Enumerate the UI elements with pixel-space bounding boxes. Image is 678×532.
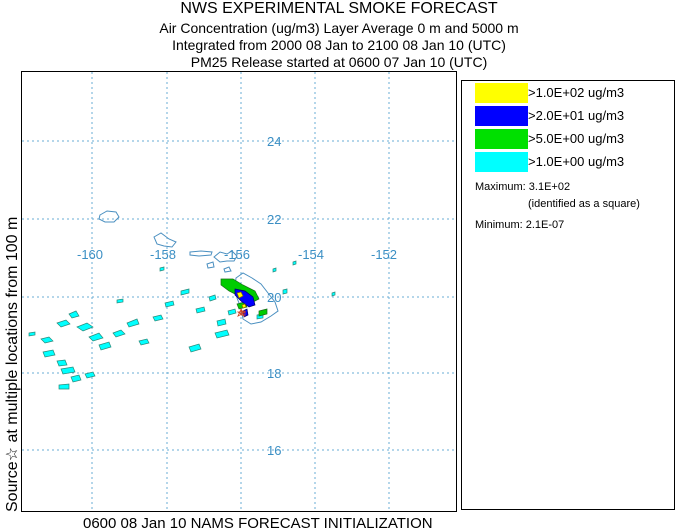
forecast-initialization-footer: 0600 08 Jan 10 NAMS FORECAST INITIALIZAT… (83, 515, 433, 532)
legend-swatch (475, 129, 528, 149)
graticule (22, 72, 456, 511)
lat-label: 18 (267, 366, 281, 381)
maui-outline (213, 250, 238, 263)
legend-swatch (475, 152, 528, 172)
smoke-forecast-map: -160 -158 -156 -154 -152 24 22 20 18 16 (21, 71, 457, 512)
source-label-container: Source☆ at multiple locations from 100 m (0, 72, 21, 512)
lon-label: -158 (150, 247, 176, 262)
source-label: Source☆ at multiple locations from 100 m (4, 216, 21, 512)
plume-level-4 (236, 291, 247, 309)
lat-label: 22 (267, 212, 281, 227)
legend-label: >1.0E+00 ug/m3 (528, 154, 625, 169)
lon-label: -156 (224, 247, 250, 262)
kauai-outline (98, 210, 120, 223)
concentration-subtitle: Air Concentration (ug/m3) Layer Average … (159, 20, 519, 36)
legend-swatch (475, 106, 528, 126)
coastlines (98, 210, 279, 325)
maximum-note: (identified as a square) (528, 198, 640, 210)
oahu-outline (153, 232, 177, 248)
release-subtitle: PM25 Release started at 0600 07 Jan 10 (… (190, 54, 488, 70)
legend-panel: >1.0E+02 ug/m3 >2.0E+01 ug/m3 >5.0E+00 u… (461, 80, 675, 510)
molokai-outline (189, 250, 213, 257)
plume-source-markers (236, 307, 247, 318)
minimum-value: Minimum: 2.1E-07 (475, 219, 565, 231)
integration-subtitle: Integrated from 2000 08 Jan to 2100 08 J… (172, 37, 506, 53)
smoke-plume (28, 260, 336, 390)
legend-label: >5.0E+00 ug/m3 (528, 131, 625, 146)
kahoolawe-outline (223, 266, 232, 273)
lat-label: 24 (267, 134, 281, 149)
lanai-outline (206, 261, 215, 269)
hawaii-island-outline (234, 272, 279, 325)
legend-label: >2.0E+01 ug/m3 (528, 108, 625, 123)
lon-label: -154 (298, 247, 324, 262)
lon-label: -152 (371, 247, 397, 262)
lat-label: 16 (267, 443, 281, 458)
lon-label: -160 (77, 247, 103, 262)
maximum-value: Maximum: 3.1E+02 (475, 181, 571, 193)
lat-label: 20 (267, 290, 281, 305)
map-title: NWS EXPERIMENTAL SMOKE FORECAST (180, 0, 498, 17)
legend-label: >1.0E+02 ug/m3 (528, 85, 625, 100)
legend-swatch (475, 83, 528, 103)
